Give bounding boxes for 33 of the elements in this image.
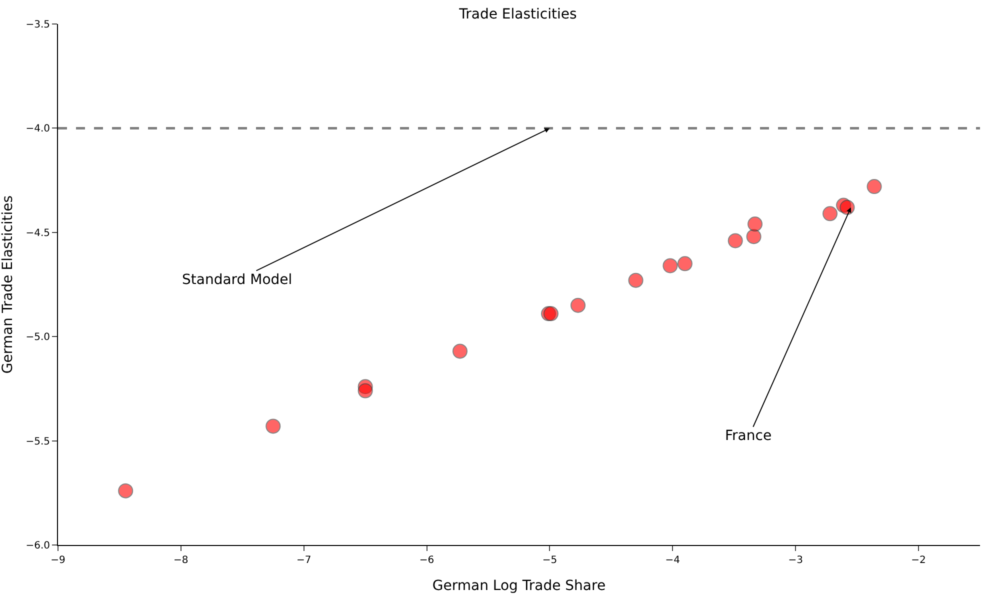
x-tick-label: −3 bbox=[788, 555, 803, 566]
x-tick-label: −6 bbox=[419, 555, 434, 566]
x-tick-label: −9 bbox=[50, 555, 66, 566]
point bbox=[728, 233, 743, 248]
point bbox=[452, 344, 468, 359]
y-axis-title: German Trade Elasticities bbox=[0, 195, 16, 374]
x-tick-label: −7 bbox=[296, 555, 312, 566]
point bbox=[358, 383, 373, 398]
annotation: France bbox=[725, 428, 772, 444]
point bbox=[748, 216, 763, 232]
y-tick-label: −4.5 bbox=[26, 228, 50, 239]
y-tick-label: −5.5 bbox=[26, 436, 50, 448]
point bbox=[746, 229, 762, 244]
y-tick-label: −5.0 bbox=[26, 332, 50, 344]
point bbox=[266, 418, 281, 434]
y-tick-label: −3.5 bbox=[26, 20, 50, 30]
point bbox=[118, 483, 134, 498]
chart-title: Trade Elasticities bbox=[458, 6, 577, 23]
x-tick-label: −5 bbox=[542, 555, 558, 566]
x-tick-label: −2 bbox=[911, 555, 926, 566]
point bbox=[570, 298, 586, 313]
x-axis-title: German Log Trade Share bbox=[432, 578, 606, 594]
point bbox=[662, 258, 678, 274]
point bbox=[822, 206, 838, 222]
point bbox=[677, 256, 692, 272]
annotation: Standard Model bbox=[182, 272, 292, 288]
x-tick-label: −4 bbox=[665, 555, 680, 566]
point bbox=[628, 272, 644, 288]
x-tick-label: −8 bbox=[174, 555, 188, 566]
y-tick-label: −4.0 bbox=[26, 124, 50, 135]
y-tick-label: −6.0 bbox=[26, 540, 50, 552]
point bbox=[840, 200, 855, 215]
point bbox=[866, 179, 882, 194]
